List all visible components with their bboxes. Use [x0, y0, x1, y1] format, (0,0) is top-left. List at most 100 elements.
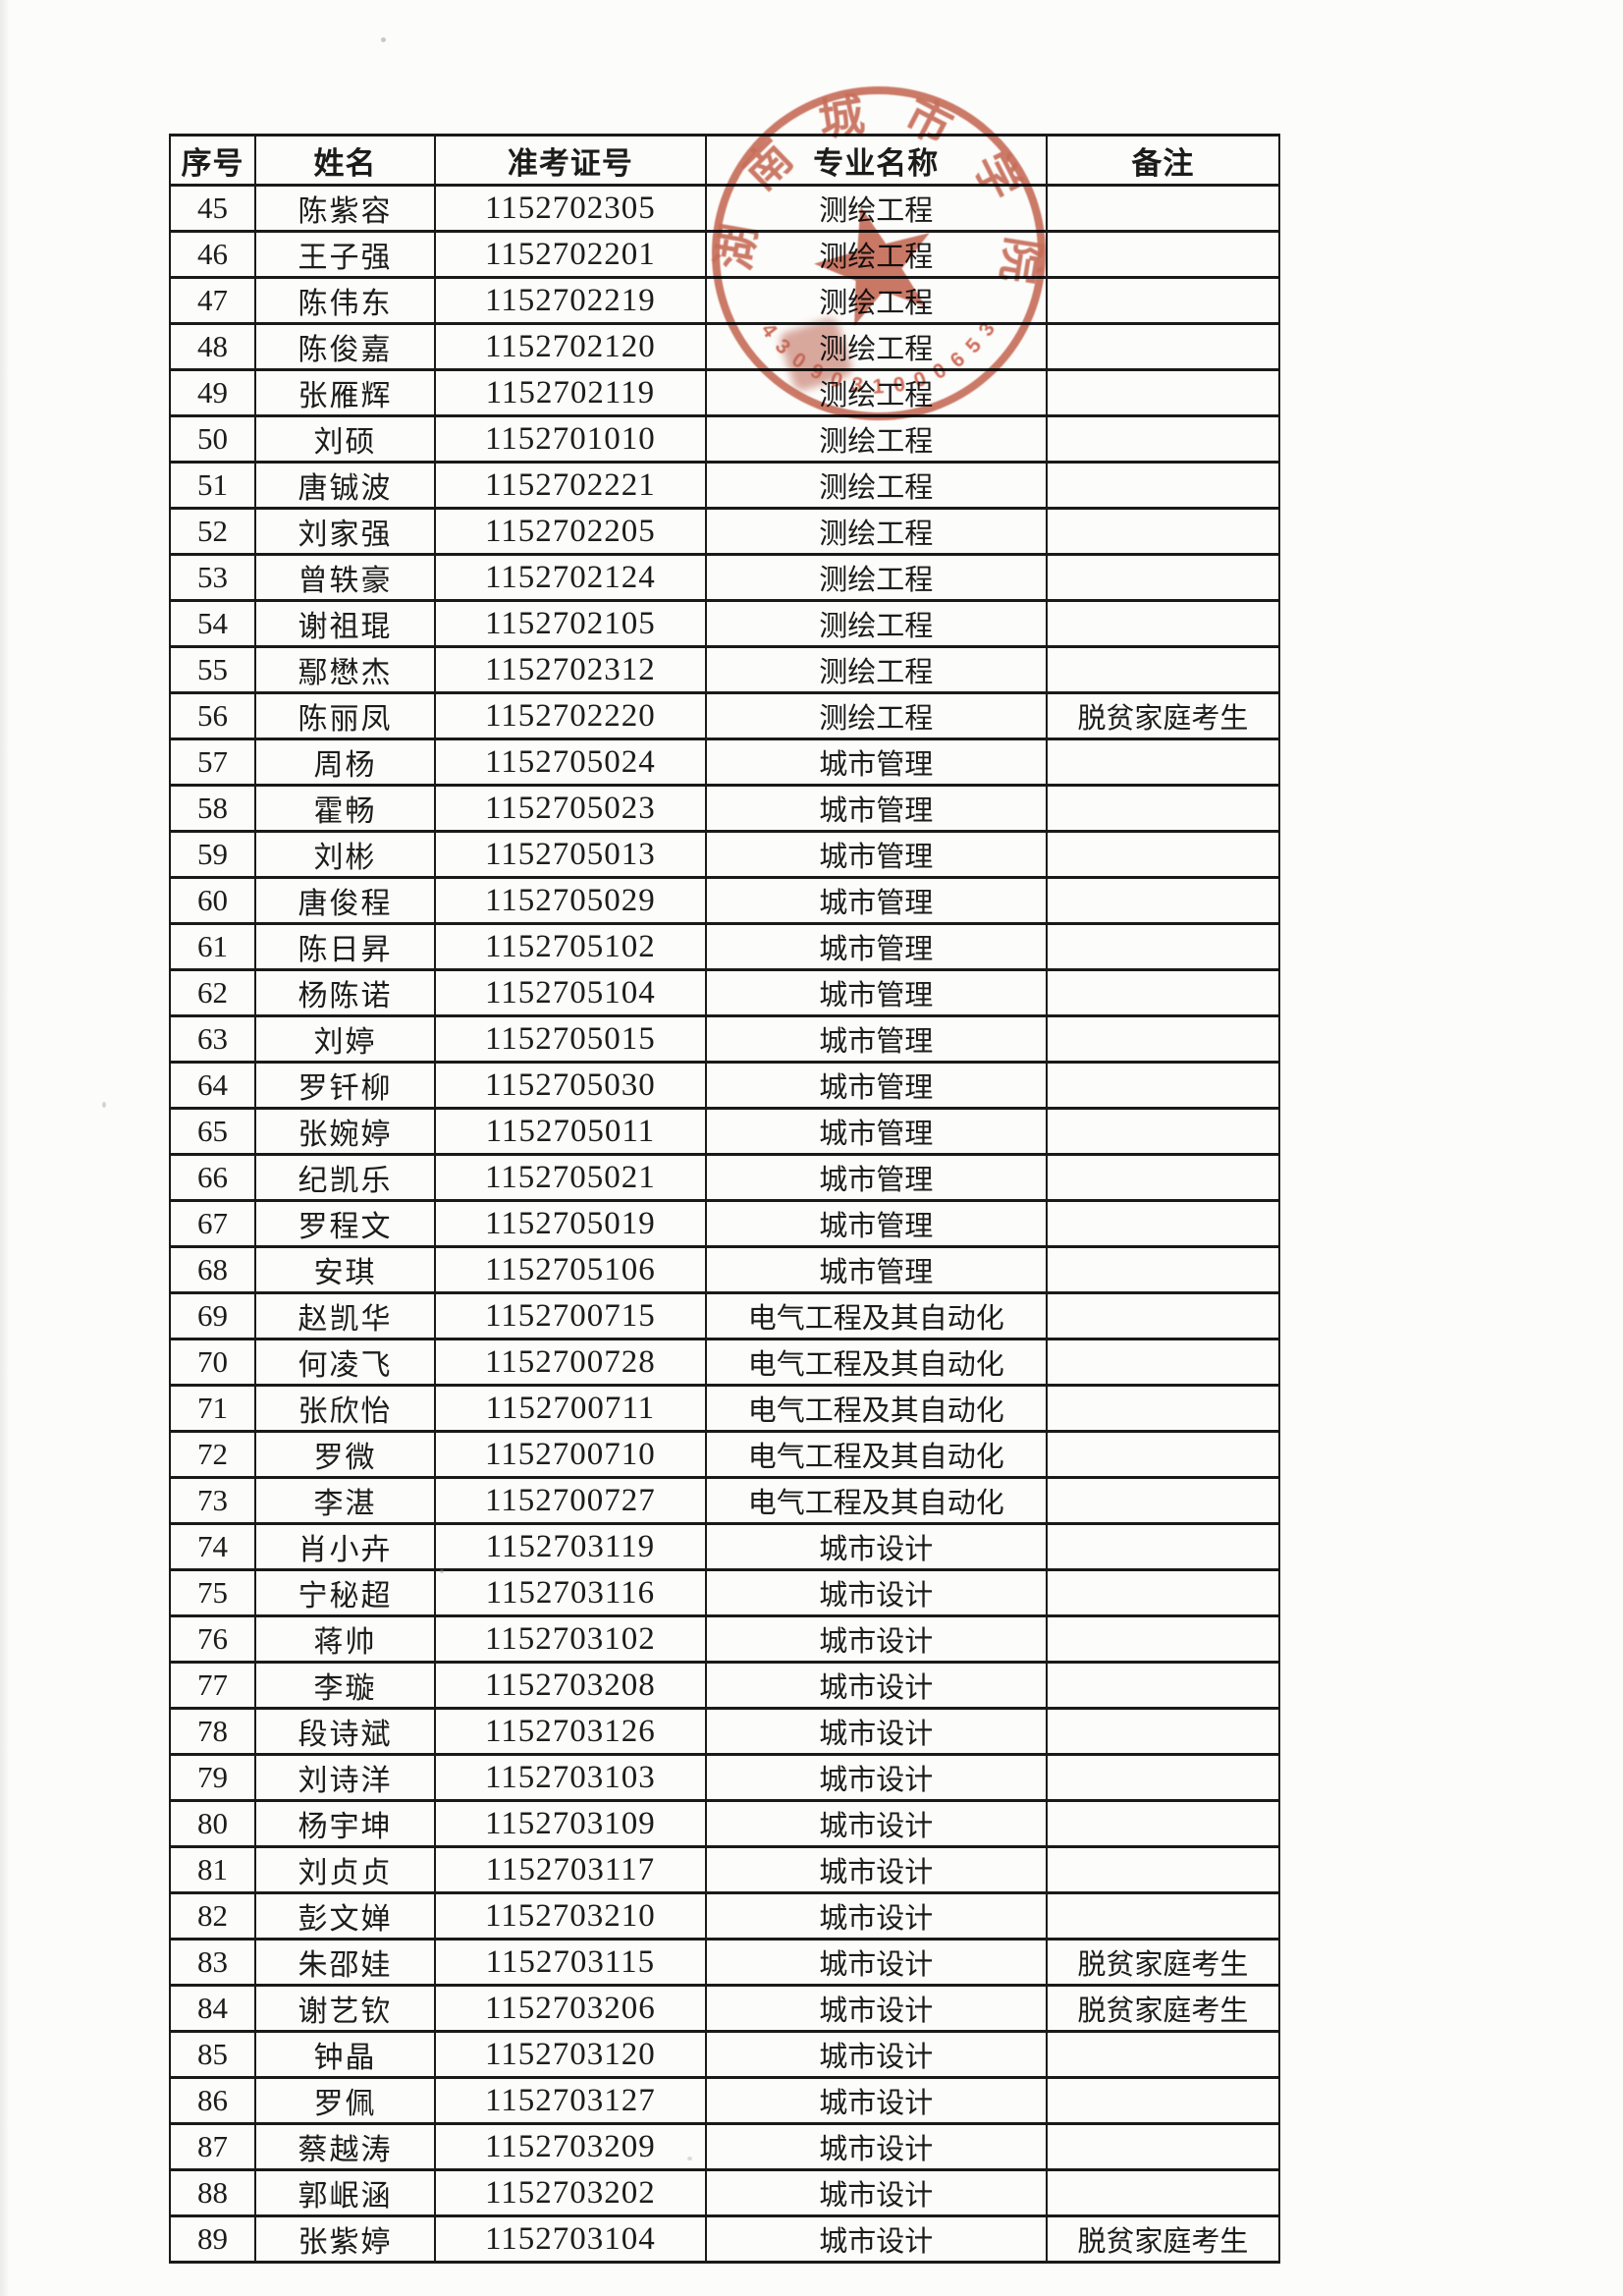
remark-cell	[1045, 2122, 1281, 2171]
exam-id-cell: 1152702205	[434, 507, 707, 556]
remark-cell	[1045, 461, 1281, 510]
remark-cell	[1045, 1614, 1281, 1664]
major-name-cell: 城市管理	[704, 1014, 1048, 1064]
major-name-cell: 城市设计	[704, 1891, 1048, 1941]
exam-id-cell: 1152705106	[434, 1245, 707, 1294]
exam-id-cell: 1152702119	[434, 368, 707, 417]
candidate-name-cell: 张紫婷	[253, 2214, 437, 2264]
major-name-cell: 测绘工程	[704, 322, 1048, 371]
remark-cell	[1045, 184, 1281, 233]
major-name-cell: 城市设计	[704, 1753, 1048, 1802]
major-name-cell: 测绘工程	[704, 414, 1048, 464]
exam-id-cell: 1152703202	[434, 2168, 707, 2217]
major-name-cell: 测绘工程	[704, 691, 1048, 740]
exam-id-cell: 1152702312	[434, 645, 707, 694]
row-number-cell: 88	[169, 2168, 256, 2217]
major-name-cell: 测绘工程	[704, 507, 1048, 556]
table-row: 65 张婉婷 1152705011 城市管理	[169, 1107, 1281, 1156]
exam-id-cell: 1152705015	[434, 1014, 707, 1064]
exam-id-cell: 1152705030	[434, 1061, 707, 1110]
exam-id-cell: 1152703116	[434, 1568, 707, 1617]
exam-id-cell: 1152703119	[434, 1522, 707, 1571]
remark-cell: 脱贫家庭考生	[1045, 2214, 1281, 2264]
candidate-name-cell: 杨陈诺	[253, 968, 437, 1017]
remark-cell	[1045, 368, 1281, 417]
table-row: 66 纪凯乐 1152705021 城市管理	[169, 1153, 1281, 1202]
candidate-name-cell: 王子强	[253, 230, 437, 279]
major-name-cell: 测绘工程	[704, 184, 1048, 233]
candidate-name-cell: 蔡越涛	[253, 2122, 437, 2171]
remark-cell	[1045, 1291, 1281, 1340]
table-row: 62 杨陈诺 1152705104 城市管理	[169, 968, 1281, 1017]
major-name-cell: 电气工程及其自动化	[704, 1291, 1048, 1340]
candidate-name-cell: 郭岷涵	[253, 2168, 437, 2217]
candidate-name-cell: 彭文婵	[253, 1891, 437, 1941]
major-name-cell: 测绘工程	[704, 599, 1048, 648]
remark-cell	[1045, 1707, 1281, 1756]
candidate-name-cell: 赵凯华	[253, 1291, 437, 1340]
row-number-cell: 80	[169, 1799, 256, 1848]
exam-id-cell: 1152703120	[434, 2030, 707, 2079]
row-number-cell: 69	[169, 1291, 256, 1340]
exam-id-cell: 1152702305	[434, 184, 707, 233]
major-name-cell: 测绘工程	[704, 645, 1048, 694]
exam-id-cell: 1152703209	[434, 2122, 707, 2171]
remark-cell	[1045, 2076, 1281, 2125]
table-row: 68 安琪 1152705106 城市管理	[169, 1245, 1281, 1294]
remark-cell	[1045, 2030, 1281, 2079]
row-number-cell: 56	[169, 691, 256, 740]
scan-speck	[102, 1102, 106, 1108]
major-name-cell: 城市设计	[704, 2122, 1048, 2171]
remark-cell	[1045, 1476, 1281, 1525]
table-row: 73 李湛 1152700727 电气工程及其自动化	[169, 1476, 1281, 1525]
candidate-name-cell: 陈伟东	[253, 276, 437, 325]
remark-cell	[1045, 276, 1281, 325]
candidate-name-cell: 刘硕	[253, 414, 437, 464]
exam-id-cell: 1152702219	[434, 276, 707, 325]
remark-cell	[1045, 876, 1281, 925]
remark-cell	[1045, 1891, 1281, 1941]
row-number-cell: 62	[169, 968, 256, 1017]
exam-id-cell: 1152702220	[434, 691, 707, 740]
major-name-cell: 城市管理	[704, 1061, 1048, 1110]
table-row: 46 王子强 1152702201 测绘工程	[169, 230, 1281, 279]
remark-cell	[1045, 968, 1281, 1017]
row-number-cell: 73	[169, 1476, 256, 1525]
remark-cell	[1045, 830, 1281, 879]
candidate-name-cell: 谢艺钦	[253, 1984, 437, 2033]
exam-id-cell: 1152705029	[434, 876, 707, 925]
row-number-cell: 66	[169, 1153, 256, 1202]
candidate-name-cell: 唐俊程	[253, 876, 437, 925]
exam-id-cell: 1152703109	[434, 1799, 707, 1848]
header-candidate-name: 姓名	[253, 134, 437, 187]
candidate-name-cell: 李湛	[253, 1476, 437, 1525]
remark-cell	[1045, 1430, 1281, 1479]
major-name-cell: 城市设计	[704, 2168, 1048, 2217]
row-number-cell: 77	[169, 1661, 256, 1710]
table-row: 64 罗钎柳 1152705030 城市管理	[169, 1061, 1281, 1110]
remark-cell	[1045, 322, 1281, 371]
row-number-cell: 47	[169, 276, 256, 325]
table-row: 56 陈丽凤 1152702220 测绘工程 脱贫家庭考生	[169, 691, 1281, 740]
major-name-cell: 城市管理	[704, 968, 1048, 1017]
candidate-name-cell: 蒋帅	[253, 1614, 437, 1664]
major-name-cell: 城市管理	[704, 738, 1048, 787]
remark-cell: 脱贫家庭考生	[1045, 691, 1281, 740]
candidate-name-cell: 陈俊嘉	[253, 322, 437, 371]
exam-id-cell: 1152701010	[434, 414, 707, 464]
table-row: 50 刘硕 1152701010 测绘工程	[169, 414, 1281, 464]
major-name-cell: 城市管理	[704, 1245, 1048, 1294]
major-name-cell: 城市设计	[704, 1661, 1048, 1710]
remark-cell	[1045, 230, 1281, 279]
row-number-cell: 70	[169, 1338, 256, 1387]
major-name-cell: 测绘工程	[704, 461, 1048, 510]
remark-cell	[1045, 1753, 1281, 1802]
major-name-cell: 城市设计	[704, 1522, 1048, 1571]
remark-cell	[1045, 507, 1281, 556]
major-name-cell: 城市管理	[704, 830, 1048, 879]
exam-id-cell: 1152702120	[434, 322, 707, 371]
major-name-cell: 城市设计	[704, 2214, 1048, 2264]
table-row: 82 彭文婵 1152703210 城市设计	[169, 1891, 1281, 1941]
candidate-name-cell: 刘诗洋	[253, 1753, 437, 1802]
